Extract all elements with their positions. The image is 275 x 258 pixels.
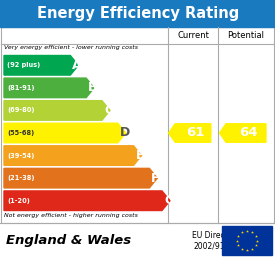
Bar xyxy=(1,27,274,223)
Text: F: F xyxy=(151,172,160,185)
Bar xyxy=(222,226,272,255)
Text: 61: 61 xyxy=(186,126,204,140)
Text: C: C xyxy=(104,104,113,117)
Polygon shape xyxy=(4,78,94,98)
Text: G: G xyxy=(164,194,174,207)
Text: (39-54): (39-54) xyxy=(7,152,34,159)
Polygon shape xyxy=(4,146,142,165)
Text: Very energy efficient - lower running costs: Very energy efficient - lower running co… xyxy=(4,45,138,50)
Text: D: D xyxy=(120,126,130,140)
Polygon shape xyxy=(219,124,266,142)
Polygon shape xyxy=(4,168,157,188)
Text: (55-68): (55-68) xyxy=(7,130,34,136)
Text: Current: Current xyxy=(177,31,209,40)
Text: Energy Efficiency Rating: Energy Efficiency Rating xyxy=(37,6,239,21)
Text: B: B xyxy=(88,81,98,94)
Text: A: A xyxy=(72,59,82,72)
Polygon shape xyxy=(4,55,78,75)
Text: England & Wales: England & Wales xyxy=(6,234,131,247)
Polygon shape xyxy=(4,191,170,211)
Text: (81-91): (81-91) xyxy=(7,85,34,91)
Text: EU Directive
2002/91/EC: EU Directive 2002/91/EC xyxy=(192,231,240,250)
Text: (21-38): (21-38) xyxy=(7,175,34,181)
Polygon shape xyxy=(169,124,211,142)
Text: Potential: Potential xyxy=(227,31,265,40)
Text: (92 plus): (92 plus) xyxy=(7,62,40,68)
Polygon shape xyxy=(4,123,126,143)
Text: Not energy efficient - higher running costs: Not energy efficient - higher running co… xyxy=(4,213,138,218)
Text: (1-20): (1-20) xyxy=(7,198,30,204)
Text: (69-80): (69-80) xyxy=(7,107,34,114)
Bar xyxy=(0,0,275,27)
Polygon shape xyxy=(4,101,110,120)
Text: 64: 64 xyxy=(239,126,258,140)
Text: E: E xyxy=(136,149,144,162)
